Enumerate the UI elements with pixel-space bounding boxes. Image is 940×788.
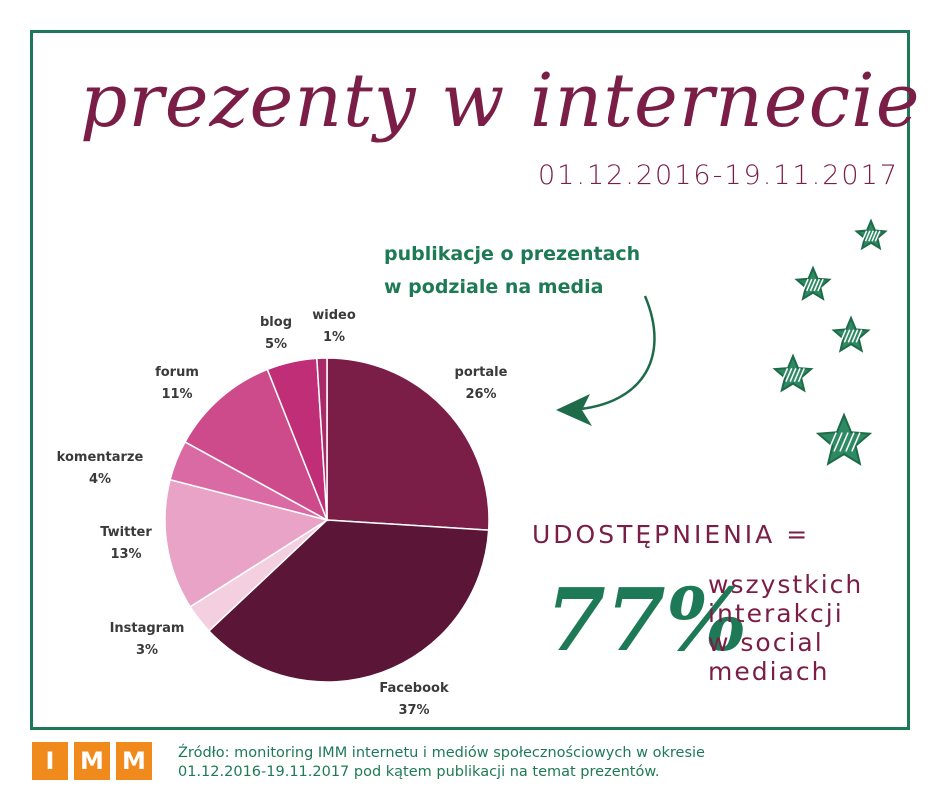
slice-value-portale: 26% — [465, 387, 496, 402]
border-frame — [30, 30, 910, 730]
star-hatch — [864, 230, 871, 242]
slice-label-wideo: wideo — [312, 308, 356, 323]
desc-line-2: interakcji — [708, 599, 844, 628]
slice-label-facebook: Facebook — [379, 681, 449, 696]
pie-slice-forum — [184, 368, 329, 522]
source-line-2: 01.12.2016-19.11.2017 pod kątem publikac… — [178, 764, 660, 780]
imm-logo: I M M — [32, 742, 152, 780]
source-line-1: Źródło: monitoring IMM internetu i medió… — [178, 745, 705, 761]
shares-percent: 77% — [546, 570, 748, 671]
source-note: Źródło: monitoring IMM internetu i medió… — [178, 744, 705, 782]
star-hatch — [809, 278, 817, 292]
slice-value-komentarze: 4% — [89, 472, 111, 487]
star-hatch — [797, 368, 805, 382]
page-title: prezenty w internecie — [80, 58, 921, 144]
arrow-icon — [565, 295, 656, 412]
subtitle-line-1: publikacje o prezentach — [384, 243, 641, 265]
slice-value-wideo: 1% — [323, 330, 345, 345]
star-hatch — [839, 432, 849, 452]
star-hatch — [851, 329, 859, 343]
desc-line-4: mediach — [708, 657, 830, 686]
star-hatch — [833, 432, 843, 452]
slice-label-blog: blog — [260, 315, 292, 330]
slice-value-twitter: 13% — [110, 547, 141, 562]
desc-line-3: w social — [708, 628, 824, 657]
arrow-head-icon — [556, 394, 592, 426]
star-hatch — [785, 368, 793, 382]
star-hatch — [793, 368, 801, 382]
star-hatch — [847, 329, 855, 343]
star-hatch — [855, 329, 863, 343]
chart-subtitle: publikacje o prezentach w podziale na me… — [384, 238, 640, 304]
star-hatch — [851, 432, 861, 452]
star-hatch — [845, 432, 855, 452]
star-hatch — [827, 432, 837, 452]
star-hatch — [817, 278, 824, 292]
star-hatch — [806, 278, 813, 292]
slice-label-forum: forum — [155, 365, 199, 380]
slice-value-facebook: 37% — [398, 703, 429, 718]
subtitle-line-2: w podziale na media — [384, 276, 604, 298]
slice-label-portale: portale — [455, 365, 508, 380]
star-hatch — [861, 230, 868, 242]
logo-letter-i: I — [32, 742, 68, 780]
star-hatch — [802, 278, 809, 292]
star-hatch — [813, 278, 820, 292]
logo-letter-m1: M — [74, 742, 110, 780]
star-hatch — [781, 368, 789, 382]
star-icon — [815, 412, 873, 466]
star-hatch — [789, 368, 797, 382]
slice-value-instagram: 3% — [136, 643, 158, 658]
star-hatch — [839, 329, 847, 343]
pie-slice-facebook — [207, 519, 490, 683]
pie-slice-wideo — [316, 357, 328, 521]
slice-label-twitter: Twitter — [100, 525, 152, 540]
shares-description: wszystkich interakcji w social mediach — [708, 570, 863, 686]
slice-value-forum: 11% — [161, 387, 192, 402]
desc-line-1: wszystkich — [708, 570, 864, 599]
date-range: 01.12.2016-19.11.2017 — [538, 160, 899, 191]
slice-value-blog: 5% — [265, 337, 287, 352]
shares-label: UDOSTĘPNIENIA = — [532, 520, 811, 549]
logo-letter-m2: M — [116, 742, 152, 780]
star-hatch — [874, 230, 881, 242]
pie-slice-portale — [326, 357, 490, 531]
slice-label-komentarze: komentarze — [57, 450, 144, 465]
star-hatch — [843, 329, 851, 343]
pie-slice-twitter — [164, 478, 329, 608]
star-hatch — [871, 230, 878, 242]
star-hatch — [868, 230, 874, 242]
slice-label-instagram: Instagram — [110, 621, 185, 636]
